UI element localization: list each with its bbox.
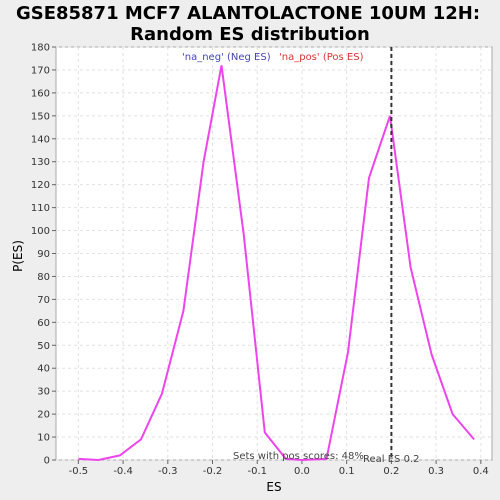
y-tick-label: 140 bbox=[31, 134, 50, 145]
x-axis-ticks: -0.5 -0.4 -0.3 -0.2 -0.1 0.0 0.1 0.2 0.3 0.4 bbox=[69, 460, 489, 477]
chart-title-line1: GSE85871 MCF7 ALANTOLACTONE 10UM 12H: bbox=[16, 3, 480, 24]
pos-score-note: Sets with pos scores: 48% bbox=[233, 451, 364, 462]
y-tick-label: 20 bbox=[37, 410, 50, 421]
x-tick-label: 0.1 bbox=[339, 466, 355, 477]
legend-pos: 'na_pos' (Pos ES) bbox=[279, 52, 364, 63]
series-line bbox=[78, 65, 475, 462]
y-tick-label: 50 bbox=[37, 341, 50, 352]
series-group bbox=[78, 65, 475, 462]
y-tick-label: 160 bbox=[31, 88, 50, 99]
y-tick-label: 130 bbox=[31, 157, 50, 168]
x-tick-label: -0.3 bbox=[158, 466, 178, 477]
y-tick-label: 60 bbox=[37, 318, 50, 329]
y-tick-label: 10 bbox=[37, 433, 50, 444]
grid bbox=[56, 46, 492, 461]
y-tick-label: 150 bbox=[31, 111, 50, 122]
y-axis-label: P(ES) bbox=[11, 240, 25, 272]
x-tick-label: 0.4 bbox=[473, 466, 489, 477]
y-tick-label: 120 bbox=[31, 180, 50, 191]
y-tick-label: 100 bbox=[31, 226, 50, 237]
y-tick-label: 170 bbox=[31, 65, 50, 76]
y-tick-label: 110 bbox=[31, 203, 50, 214]
legend-neg: 'na_neg' (Neg ES) bbox=[182, 52, 271, 63]
x-tick-label: -0.4 bbox=[113, 466, 133, 477]
y-tick-label: 80 bbox=[37, 272, 50, 283]
y-tick-label: 180 bbox=[31, 43, 50, 54]
y-tick-label: 40 bbox=[37, 364, 50, 375]
x-tick-label: -0.5 bbox=[69, 466, 89, 477]
x-tick-label: 0.0 bbox=[294, 466, 310, 477]
x-tick-label: 0.2 bbox=[383, 466, 399, 477]
chart-title-line2: Random ES distribution bbox=[130, 24, 370, 45]
y-axis-ticks: 0 10 20 30 40 50 60 70 80 90 100 110 120 130 140 150 160… bbox=[31, 43, 56, 467]
x-tick-label: 0.3 bbox=[428, 466, 444, 477]
y-tick-label: 0 bbox=[44, 456, 50, 467]
x-tick-label: -0.1 bbox=[247, 466, 267, 477]
x-tick-label: -0.2 bbox=[203, 466, 223, 477]
y-tick-label: 30 bbox=[37, 387, 50, 398]
x-axis-label: ES bbox=[266, 480, 281, 494]
real-es-label: Real ES 0.2 bbox=[363, 454, 419, 465]
y-tick-label: 70 bbox=[37, 295, 50, 306]
y-tick-label: 90 bbox=[37, 249, 50, 260]
